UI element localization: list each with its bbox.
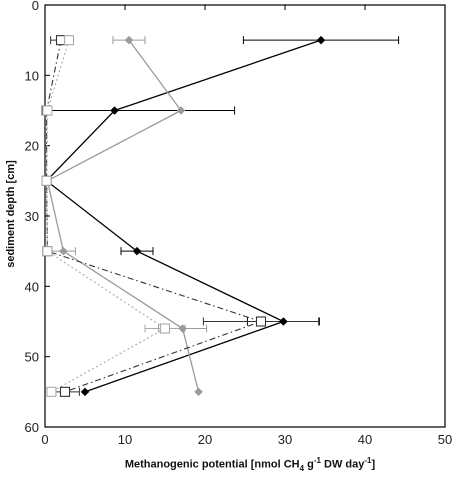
ticks-group: 0 10 20 30 40 50 0 10 20 30 40 50 60: [25, 0, 453, 447]
y-tick-label: 50: [25, 350, 39, 365]
x-axis-label-day-superscript: -1: [364, 456, 372, 465]
series-4-marker: [42, 246, 53, 257]
x-tick-label: 10: [118, 432, 132, 447]
series-4-marker: [63, 35, 75, 46]
x-axis-label-dw-day: DW day: [320, 458, 365, 471]
series-3-marker: [59, 386, 71, 397]
series-2-marker: [176, 106, 186, 115]
series-1-marker: [316, 35, 326, 45]
series-4-marker: [46, 386, 57, 397]
x-axis-label-ch4-subscript: 4: [299, 463, 305, 473]
y-axis-label: sediment depth [cm]: [5, 160, 17, 268]
series-1-marker: [80, 387, 90, 397]
x-tick-label: 20: [198, 432, 212, 447]
y-tick-label: 30: [25, 209, 39, 224]
series-lines-group: [45, 39, 322, 393]
x-axis-label-g: g: [304, 458, 314, 471]
series-1-marker: [110, 106, 119, 115]
error-bars-group: [44, 36, 400, 396]
x-tick-label: 50: [438, 432, 452, 447]
y-tick-label: 0: [32, 0, 39, 13]
series-4-marker: [42, 105, 53, 116]
series-3-line: [46, 40, 263, 393]
x-axis-label-g-superscript: -1: [313, 456, 321, 465]
x-tick-label: 40: [358, 432, 372, 447]
series-3-marker: [255, 316, 267, 327]
series-2-line: [46, 39, 200, 392]
y-tick-label: 10: [25, 68, 39, 83]
series-2-marker: [124, 35, 134, 45]
series-1-line: [45, 39, 322, 393]
series-2-marker: [59, 246, 68, 256]
y-tick-label: 20: [25, 139, 39, 154]
x-axis-label: Methanogenic potential [nmol CH4 g-1 DW …: [60, 456, 440, 473]
x-tick-label: 30: [278, 432, 292, 447]
series-4-marker: [159, 323, 171, 334]
series-1-marker: [279, 317, 288, 326]
series-2-marker: [194, 387, 203, 397]
x-tick-label: 0: [41, 432, 48, 447]
y-tick-label: 40: [25, 279, 39, 294]
x-axis-label-prefix: Methanogenic potential [nmol CH: [124, 458, 300, 471]
series-4-marker: [41, 175, 52, 186]
series-4-line: [46, 40, 167, 393]
axes-group: [44, 4, 446, 428]
markers-group: [41, 35, 326, 397]
x-axis-label-suffix: ]: [371, 458, 376, 471]
series-2-marker: [178, 324, 187, 333]
y-tick-label: 60: [25, 420, 39, 435]
series-1-marker: [132, 246, 142, 256]
plot-frame: [44, 4, 446, 428]
